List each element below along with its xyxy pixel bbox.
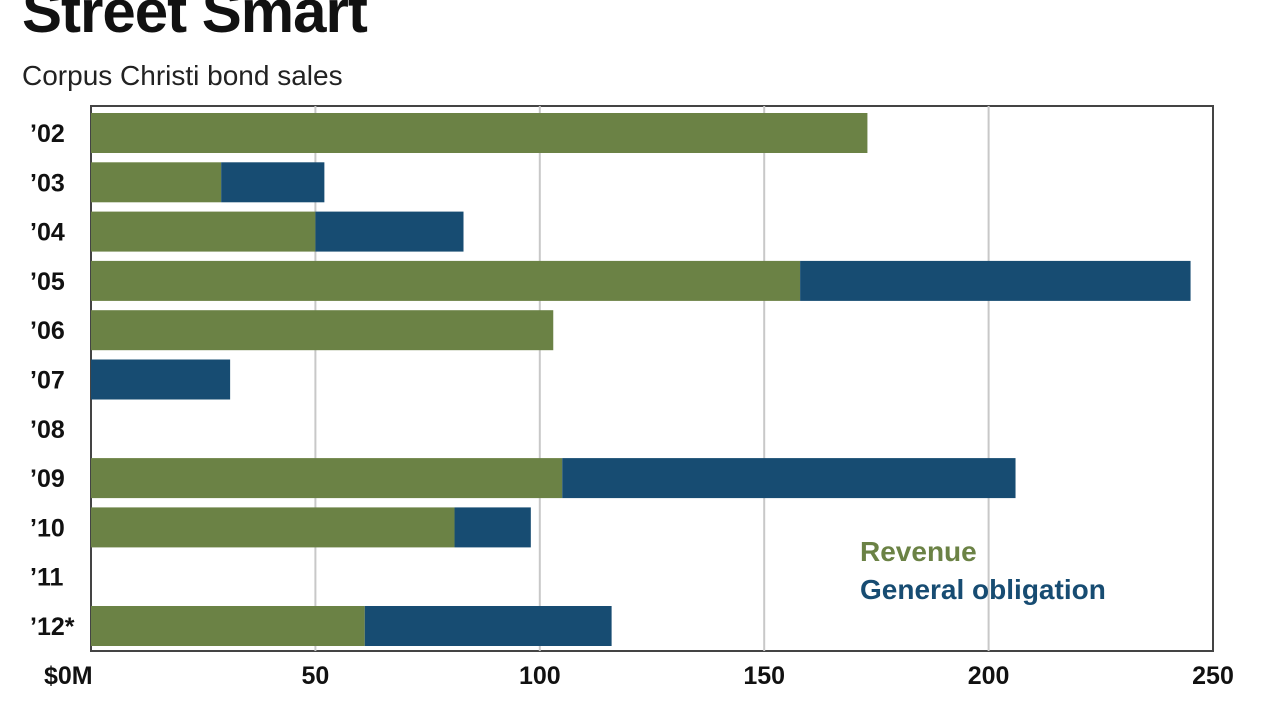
bar-general-obligation (454, 507, 531, 548)
bar-general-obligation (315, 211, 464, 252)
y-category-label: ’09 (30, 465, 65, 493)
legend: Revenue General obligation (860, 536, 1106, 605)
x-tick-label-0: $0M (44, 662, 93, 690)
bar-general-obligation (800, 260, 1191, 301)
y-category-label: ’06 (30, 317, 65, 345)
bar-revenue (91, 507, 455, 548)
x-tick-label-200: 200 (968, 662, 1010, 690)
bar-revenue (91, 458, 563, 499)
bar-revenue (91, 260, 801, 301)
bar-revenue (91, 211, 316, 252)
y-category-label: ’02 (30, 120, 65, 148)
y-category-label: ’03 (30, 169, 65, 197)
y-category-label: ’12* (30, 613, 75, 641)
bar-general-obligation (91, 359, 231, 400)
legend-entry-revenue: Revenue (860, 536, 977, 567)
y-category-label: ’11 (30, 564, 63, 592)
x-tick-label-100: 100 (519, 662, 561, 690)
x-tick-label-150: 150 (743, 662, 785, 690)
y-category-label: ’07 (30, 367, 65, 395)
bar-general-obligation (562, 458, 1016, 499)
x-tick-label-50: 50 (301, 662, 329, 690)
bar-revenue (91, 310, 554, 351)
y-category-label: ’08 (30, 416, 65, 444)
bar-revenue (91, 606, 365, 646)
bar-general-obligation (364, 606, 612, 646)
y-category-label: ’05 (30, 268, 65, 296)
chart-title: Street Smart (22, 0, 368, 45)
legend-entry-general-obligation: General obligation (860, 574, 1106, 605)
bar-revenue (91, 162, 222, 203)
chart-subtitle: Corpus Christi bond sales (22, 60, 343, 91)
bar-general-obligation (221, 162, 325, 203)
bar-revenue (91, 113, 868, 153)
y-category-label: ’10 (30, 514, 65, 542)
y-category-label: ’04 (30, 219, 65, 247)
x-tick-label-250: 250 (1192, 662, 1234, 690)
